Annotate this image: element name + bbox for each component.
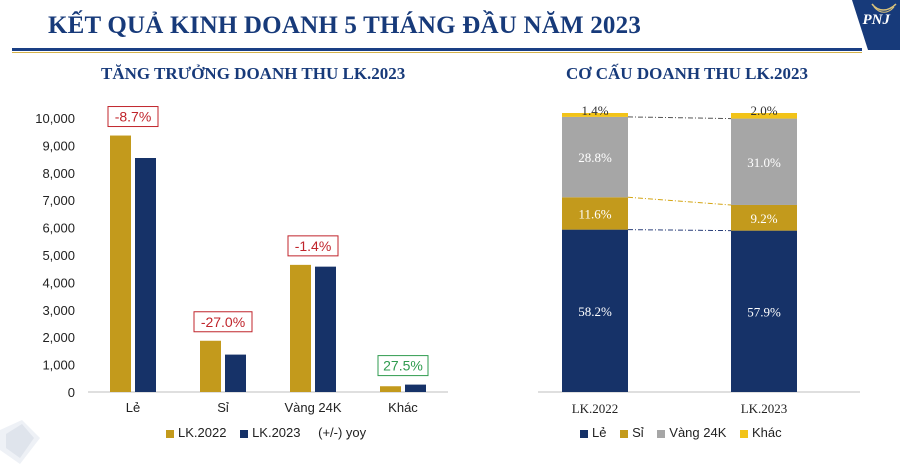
stack-value-label: 58.2% bbox=[578, 304, 612, 319]
y-tick-label: 8,000 bbox=[42, 166, 75, 181]
stack-connector-line bbox=[627, 116, 732, 120]
yoy-label: -8.7% bbox=[115, 109, 152, 125]
legend-swatch-lk2023 bbox=[240, 429, 249, 438]
legend-swatch-le bbox=[580, 429, 588, 438]
stack-segment-s bbox=[731, 204, 797, 231]
stack-segment-l bbox=[562, 229, 628, 392]
growth-bar-chart: 0 1,000 2,000 3,000 4,000 5,000 6,000 7,000 8,00… bbox=[35, 106, 448, 415]
yoy-box bbox=[193, 311, 253, 333]
category-label: LK.2022 bbox=[572, 401, 619, 416]
category-label: Sỉ bbox=[217, 400, 229, 415]
stack-segment-vng24k bbox=[562, 116, 628, 198]
stack-value-label: 28.8% bbox=[578, 150, 612, 165]
left-legend: LK.2022 LK.2023 (+/-) yoy bbox=[166, 425, 376, 440]
y-tick-label: 7,000 bbox=[42, 193, 75, 208]
y-tick-label: 2,000 bbox=[42, 330, 75, 345]
bar-lk2023 bbox=[405, 384, 426, 392]
y-tick-label: 5,000 bbox=[42, 248, 75, 263]
stack-connector-line bbox=[627, 196, 732, 206]
yoy-label: -27.0% bbox=[201, 314, 245, 330]
stack-segment-l bbox=[731, 230, 797, 392]
stack-value-label: 2.0% bbox=[750, 103, 777, 118]
legend-label-yoy: (+/-) yoy bbox=[318, 425, 367, 440]
stack-value-label: 1.4% bbox=[581, 103, 608, 118]
bar-lk2023 bbox=[315, 266, 336, 392]
legend-label-lk2022: LK.2022 bbox=[178, 425, 227, 440]
legend-label-khac: Khác bbox=[752, 425, 782, 440]
logo-text: PNJ bbox=[862, 12, 891, 28]
bar-lk2023 bbox=[225, 354, 246, 392]
structure-stacked-chart: 58.2% 11.6% 28.8% 1.4% LK.2022 57.9% 9.2% 31.0%… bbox=[538, 103, 860, 416]
title-underline-gold bbox=[12, 52, 862, 53]
category-label: Vàng 24K bbox=[284, 400, 341, 415]
y-tick-label: 4,000 bbox=[42, 275, 75, 290]
legend-swatch-lk2022 bbox=[166, 429, 174, 438]
yoy-box bbox=[107, 106, 159, 128]
legend-label-le: Lẻ bbox=[592, 425, 607, 440]
stack-segment-vng24k bbox=[731, 118, 797, 205]
y-tick-label: 0 bbox=[68, 385, 75, 400]
category-label: Khác bbox=[388, 400, 418, 415]
legend-label-vang24k: Vàng 24K bbox=[669, 425, 727, 440]
stack-segment-khc bbox=[731, 113, 797, 119]
legend-label-lk2023: LK.2023 bbox=[252, 425, 301, 440]
y-tick-label: 9,000 bbox=[42, 138, 75, 153]
legend-label-si: Sỉ bbox=[632, 425, 644, 440]
right-chart-title: CƠ CẤU DOANH THU LK.2023 bbox=[566, 64, 808, 83]
stack-value-label: 11.6% bbox=[578, 206, 611, 221]
y-tick-label: 1,000 bbox=[42, 358, 75, 373]
stack-value-label: 31.0% bbox=[747, 155, 781, 170]
legend-swatch-khac bbox=[740, 429, 749, 438]
stack-segment-s bbox=[562, 197, 628, 230]
y-tick-label: 6,000 bbox=[42, 221, 75, 236]
category-label: LK.2023 bbox=[741, 401, 788, 416]
bar-lk2022 bbox=[380, 386, 401, 392]
stack-segment-khc bbox=[562, 113, 628, 117]
left-chart-title: TĂNG TRƯỞNG DOANH THU LK.2023 bbox=[101, 64, 406, 83]
yoy-label: 27.5% bbox=[383, 358, 423, 374]
right-legend: Lẻ Sỉ Vàng 24K Khác bbox=[580, 425, 792, 440]
stack-value-label: 57.9% bbox=[747, 304, 781, 319]
legend-swatch-vang24k bbox=[657, 429, 666, 438]
bar-lk2022 bbox=[200, 340, 221, 392]
y-tick-label: 3,000 bbox=[42, 303, 75, 318]
legend-swatch-si bbox=[620, 429, 629, 438]
page-title: KẾT QUẢ KINH DOANH 5 THÁNG ĐẦU NĂM 2023 bbox=[48, 12, 642, 39]
y-tick-label: 10,000 bbox=[35, 111, 75, 126]
yoy-box bbox=[377, 355, 429, 377]
bar-lk2023 bbox=[135, 158, 156, 392]
title-underline bbox=[12, 48, 862, 51]
diamond-decoration bbox=[0, 420, 40, 464]
yoy-label: -1.4% bbox=[295, 238, 332, 254]
bar-lk2022 bbox=[110, 135, 131, 392]
bar-lk2022 bbox=[290, 264, 311, 392]
pnj-logo bbox=[852, 0, 900, 50]
category-label: Lẻ bbox=[126, 400, 140, 415]
yoy-box bbox=[287, 235, 339, 257]
stack-value-label: 9.2% bbox=[750, 211, 777, 226]
stack-connector-line bbox=[627, 229, 732, 232]
